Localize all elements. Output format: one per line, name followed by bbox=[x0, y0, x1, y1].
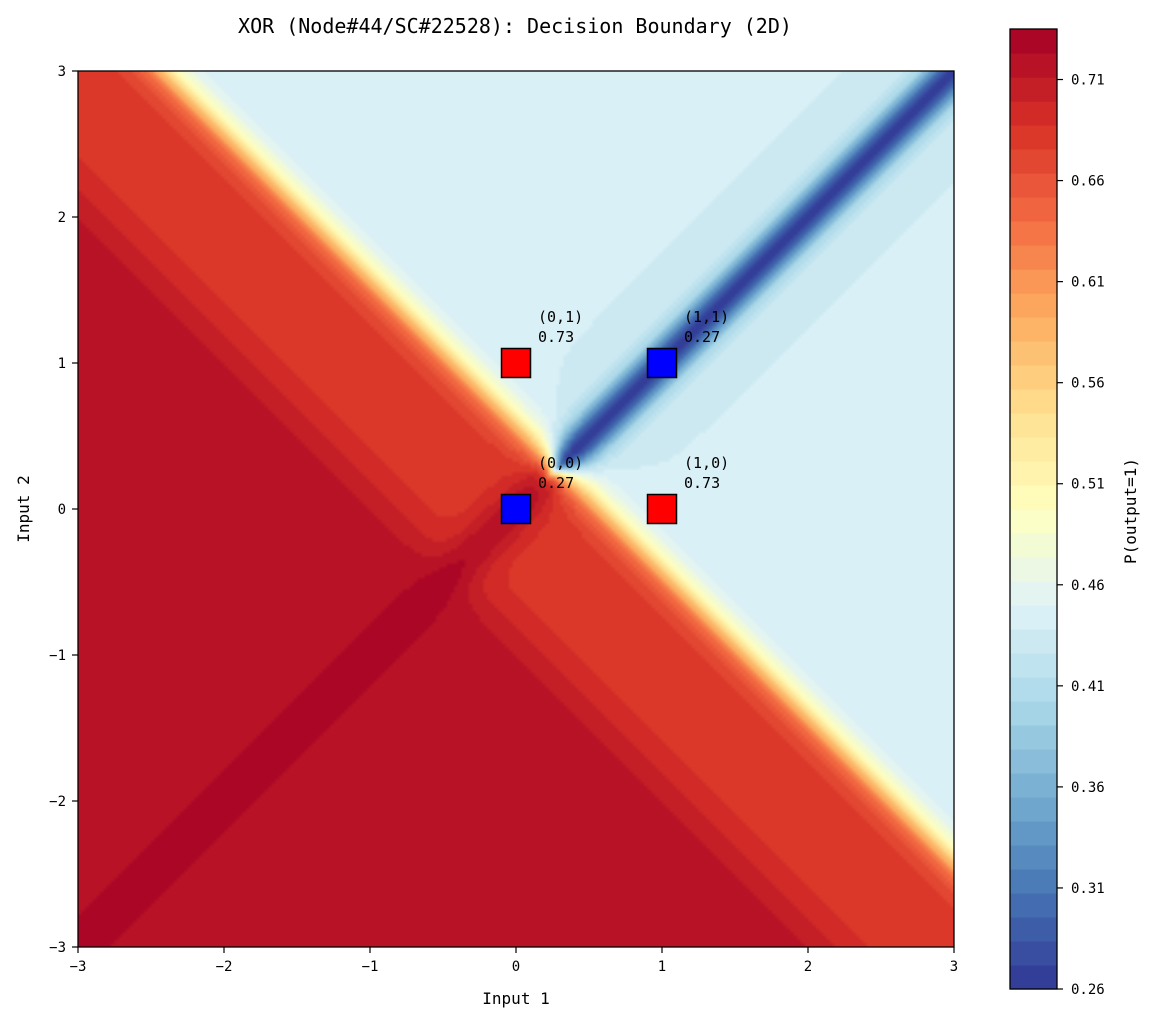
colorbar-band bbox=[1010, 413, 1057, 438]
colorbar-band bbox=[1010, 821, 1057, 846]
colorbar-band bbox=[1010, 917, 1057, 942]
y-tick-label: −2 bbox=[49, 794, 66, 810]
colorbar-tick-label: 0.41 bbox=[1071, 679, 1105, 695]
colorbar-band bbox=[1010, 629, 1057, 654]
chart-title: XOR (Node#44/SC#22528): Decision Boundar… bbox=[238, 14, 792, 38]
colorbar-tick-label: 0.51 bbox=[1071, 477, 1105, 493]
colorbar: 0.26 0.31 0.36 0.41 0.46 0.51 0.56 0.61 0.66 0.71… bbox=[1009, 28, 1140, 998]
colorbar-band bbox=[1010, 797, 1057, 822]
colorbar-band bbox=[1010, 389, 1057, 414]
data-points bbox=[500, 347, 678, 525]
colorbar-band bbox=[1010, 653, 1057, 678]
colorbar-band bbox=[1010, 701, 1057, 726]
plot-area: (0,0)0.27(0,1)0.73(1,0)0.73(1,1)0.27 −3−… bbox=[49, 64, 958, 975]
colorbar-band bbox=[1010, 437, 1057, 462]
colorbar-band bbox=[1010, 245, 1057, 270]
colorbar-band bbox=[1010, 869, 1057, 894]
x-tick-label: 1 bbox=[658, 959, 666, 975]
colorbar-band bbox=[1010, 221, 1057, 246]
colorbar-frame bbox=[1009, 28, 1058, 990]
y-tick-label: 0 bbox=[58, 502, 66, 518]
colorbar-band bbox=[1010, 557, 1057, 582]
colorbar-tick-label: 0.71 bbox=[1071, 73, 1105, 89]
colorbar-band bbox=[1010, 725, 1057, 750]
colorbar-band bbox=[1010, 773, 1057, 798]
x-tick-label: 0 bbox=[512, 959, 520, 975]
colorbar-label: P(output=1) bbox=[1121, 458, 1140, 564]
colorbar-band bbox=[1010, 893, 1057, 918]
colorbar-band bbox=[1010, 101, 1057, 126]
colorbar-band bbox=[1010, 197, 1057, 222]
colorbar-band bbox=[1010, 341, 1057, 366]
y-tick-label: −1 bbox=[49, 648, 66, 664]
colorbar-band bbox=[1010, 173, 1057, 198]
colorbar-band bbox=[1010, 749, 1057, 774]
colorbar-band bbox=[1010, 677, 1057, 702]
colorbar-band bbox=[1010, 125, 1057, 150]
point-label: (0,1) bbox=[538, 308, 583, 326]
colorbar-band bbox=[1010, 533, 1057, 558]
point-label: (1,0) bbox=[684, 454, 729, 472]
colorbar-tick-label: 0.36 bbox=[1071, 780, 1105, 796]
x-tick-label: 2 bbox=[804, 959, 812, 975]
colorbar-tick-label: 0.46 bbox=[1071, 578, 1105, 594]
colorbar-band bbox=[1010, 509, 1057, 534]
colorbar-gradient bbox=[1010, 29, 1057, 990]
point-value: 0.73 bbox=[684, 474, 720, 492]
data-point-marker bbox=[646, 347, 678, 379]
y-axis-ticks: −3 −2 −1 0 1 2 3 bbox=[49, 64, 78, 956]
colorbar-band bbox=[1010, 605, 1057, 630]
y-axis-label: Input 2 bbox=[14, 475, 33, 542]
point-label: (1,1) bbox=[684, 308, 729, 326]
colorbar-band bbox=[1010, 29, 1057, 54]
colorbar-band bbox=[1010, 149, 1057, 174]
colorbar-band bbox=[1010, 77, 1057, 102]
point-value: 0.27 bbox=[538, 474, 574, 492]
x-axis-ticks: −3 −2 −1 0 1 2 3 bbox=[70, 947, 958, 975]
colorbar-tick-label: 0.31 bbox=[1071, 881, 1105, 897]
colorbar-band bbox=[1010, 941, 1057, 966]
data-point-marker bbox=[500, 347, 532, 379]
x-tick-label: 3 bbox=[950, 959, 958, 975]
y-tick-label: 2 bbox=[58, 210, 66, 226]
colorbar-tick-label: 0.66 bbox=[1071, 174, 1105, 190]
data-point-marker bbox=[646, 493, 678, 525]
point-value: 0.27 bbox=[684, 328, 720, 346]
colorbar-band bbox=[1010, 581, 1057, 606]
point-label: (0,0) bbox=[538, 454, 583, 472]
colorbar-band bbox=[1010, 293, 1057, 318]
y-tick-label: −3 bbox=[49, 940, 66, 956]
x-tick-label: −1 bbox=[362, 959, 379, 975]
point-annotations: (0,0) 0.27 (0,1) 0.73 (1,0) 0.73 (1,1) 0.27 bbox=[538, 308, 729, 492]
colorbar-ticks: 0.26 0.31 0.36 0.41 0.46 0.51 0.56 0.61 0.66 0.71 bbox=[1057, 73, 1105, 998]
colorbar-band bbox=[1010, 317, 1057, 342]
point-value: 0.73 bbox=[538, 328, 574, 346]
data-point-marker bbox=[500, 493, 532, 525]
colorbar-band bbox=[1010, 365, 1057, 390]
colorbar-tick-label: 0.56 bbox=[1071, 376, 1105, 392]
colorbar-band bbox=[1010, 269, 1057, 294]
colorbar-band bbox=[1010, 53, 1057, 78]
colorbar-tick-label: 0.61 bbox=[1071, 275, 1105, 291]
colorbar-tick-label: 0.26 bbox=[1071, 982, 1105, 998]
x-tick-label: −2 bbox=[216, 959, 233, 975]
x-tick-label: −3 bbox=[70, 959, 87, 975]
x-axis-label: Input 1 bbox=[482, 989, 549, 1008]
colorbar-band bbox=[1010, 965, 1057, 990]
y-tick-label: 3 bbox=[58, 64, 66, 80]
colorbar-band bbox=[1010, 461, 1057, 486]
y-tick-label: 1 bbox=[58, 356, 66, 372]
colorbar-band bbox=[1010, 485, 1057, 510]
colorbar-band bbox=[1010, 845, 1057, 870]
